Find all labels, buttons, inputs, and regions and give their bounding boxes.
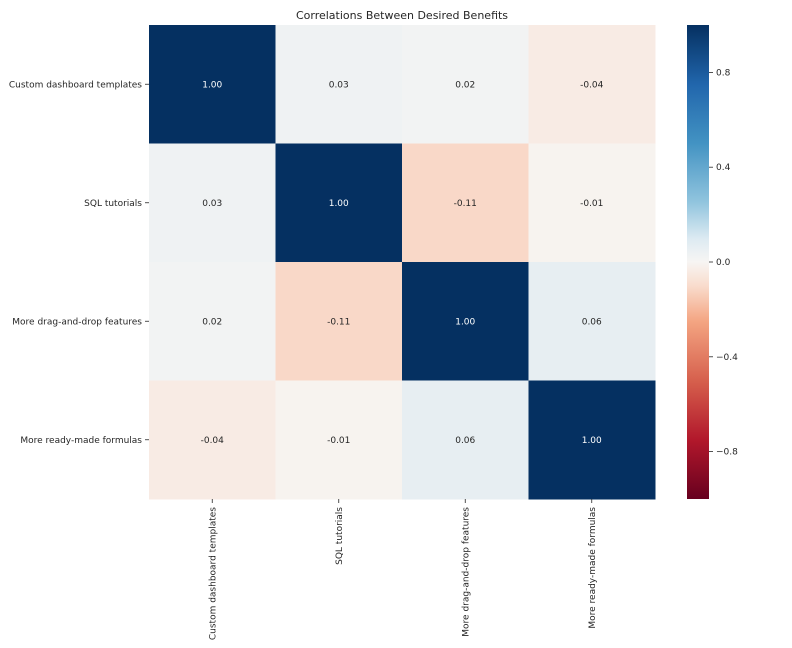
x-tick-label: Custom dashboard templates: [208, 507, 218, 640]
heatmap-cell-r2-c2: [402, 262, 529, 381]
cell-value-label: 0.03: [329, 80, 349, 90]
cell-value-label: 1.00: [202, 80, 222, 90]
cell-value-label: 1.00: [329, 199, 349, 209]
heatmap-cell-r1-c0: [149, 143, 276, 263]
cell-value-label: 1.00: [455, 317, 475, 327]
heatmap-cell-r3-c0: [149, 380, 276, 500]
heatmap-cell-r0-c3: [528, 25, 656, 144]
heatmap-cell-r0-c2: [402, 25, 529, 144]
heatmap-cell-r0-c0: [149, 25, 276, 144]
cell-value-label: -0.01: [327, 436, 350, 446]
x-tick-label: More ready-made formulas: [588, 507, 598, 629]
x-tick-label: More drag-and-drop features: [461, 507, 471, 637]
cell-value-label: -0.01: [580, 199, 603, 209]
cell-value-label: -0.11: [454, 199, 477, 209]
chart-title: Correlations Between Desired Benefits: [296, 9, 508, 22]
x-tick-label: SQL tutorials: [335, 507, 345, 565]
cell-value-label: 0.02: [455, 80, 475, 90]
heatmap-cell-r3-c3: [528, 380, 656, 500]
colorbar-tick-label: 0.8: [716, 68, 731, 78]
heatmap-cell-r2-c1: [275, 262, 403, 381]
y-tick-label: SQL tutorials: [84, 199, 142, 209]
heatmap-cell-r1-c3: [528, 143, 656, 263]
cell-value-label: 0.06: [455, 436, 475, 446]
cell-value-label: -0.04: [580, 80, 604, 90]
cell-value-label: 0.06: [582, 317, 602, 327]
y-tick-label: More ready-made formulas: [20, 436, 142, 446]
colorbar-tick-label: −0.8: [716, 448, 738, 458]
colorbar-gradient: [687, 25, 709, 499]
heatmap-cells: 1.00 0.03 0.02 -0.04 0.03 1.00 -0.11 -0.01 0.02 -…: [149, 25, 656, 500]
colorbar-tick-label: 0.4: [716, 163, 731, 173]
cell-value-label: 0.02: [202, 317, 222, 327]
colorbar: 0.8 0.4 0.0 −0.4 −0.8: [687, 25, 738, 499]
y-tick-label: More drag-and-drop features: [12, 317, 142, 327]
cell-value-label: -0.04: [201, 436, 225, 446]
heatmap-cell-r3-c2: [402, 380, 529, 500]
heatmap-cell-r2-c3: [528, 262, 656, 381]
heatmap-cell-r0-c1: [275, 25, 403, 144]
x-tick-labels: Custom dashboard templates SQL tutorials M…: [208, 499, 598, 640]
y-tick-labels: Custom dashboard templates SQL tutorials M…: [9, 80, 149, 446]
colorbar-tick-label: 0.0: [716, 258, 731, 268]
heatmap-cell-r1-c1: [275, 143, 403, 263]
y-tick-label: Custom dashboard templates: [9, 80, 142, 90]
colorbar-tick-label: −0.4: [716, 353, 738, 363]
cell-value-label: -0.11: [327, 317, 350, 327]
cell-value-label: 1.00: [582, 436, 602, 446]
heatmap-cell-r1-c2: [402, 143, 529, 263]
cell-value-label: 0.03: [202, 199, 222, 209]
heatmap-cell-r3-c1: [275, 380, 403, 500]
heatmap-cell-r2-c0: [149, 262, 276, 381]
